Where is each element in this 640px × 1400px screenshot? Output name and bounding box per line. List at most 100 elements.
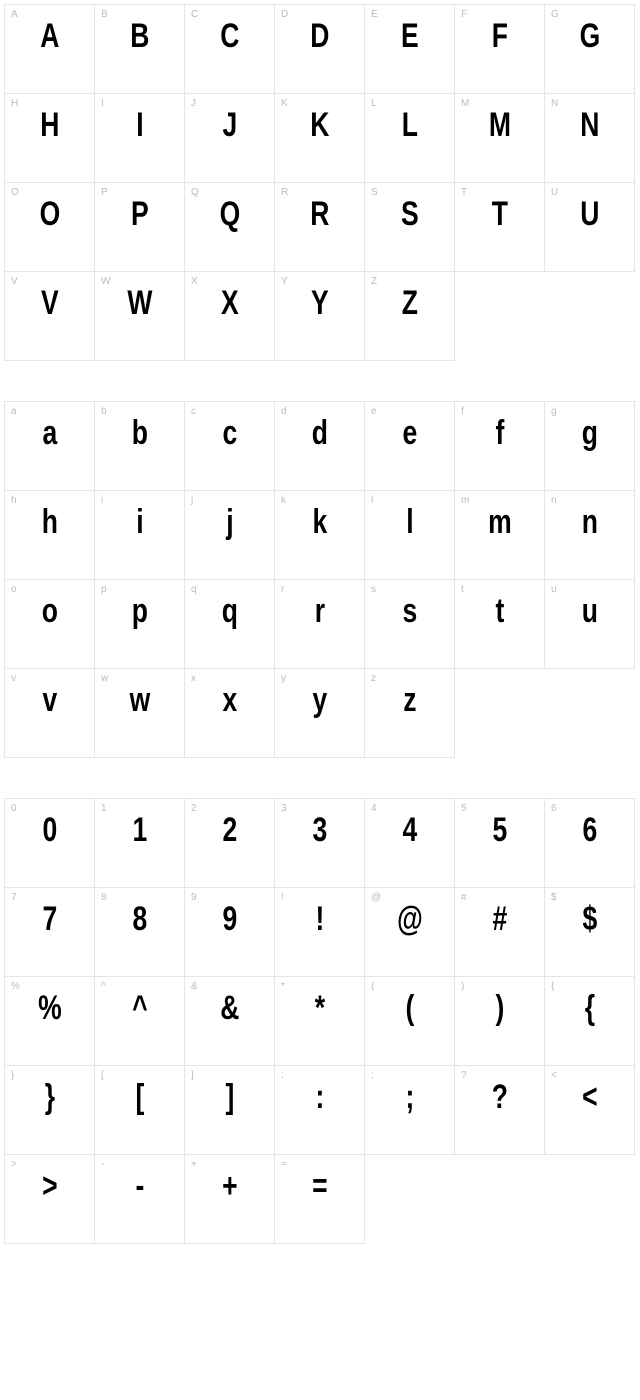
cell-label: : [281,1070,284,1081]
glyph-cell: !! [275,888,365,977]
glyph-cell: jj [185,491,275,580]
glyph-cell: 00 [5,799,95,888]
cell-glyph: - [105,1167,174,1206]
glyph-cell: LL [365,94,455,183]
cell-glyph: z [375,681,444,720]
cell-label: ; [371,1070,374,1081]
glyph-cell: ff [455,402,545,491]
font-character-map: AABBCCDDEEFFGGHHIIJJKKLLMMNNOOPPQQRRSSTT… [0,0,640,1288]
empty-cell [455,669,545,757]
glyph-cell: QQ [185,183,275,272]
cell-glyph: & [195,989,264,1028]
glyph-cell: UU [545,183,635,272]
glyph-cell: bb [95,402,185,491]
cell-glyph: ^ [105,989,174,1028]
glyph-cell: EE [365,5,455,94]
glyph-cell: -- [95,1155,185,1244]
glyph-cell: %% [5,977,95,1066]
cell-glyph: m [465,503,534,542]
cell-glyph: e [375,414,444,453]
cell-glyph: Z [375,284,444,323]
cell-glyph: V [15,284,84,323]
glyph-cell: ll [365,491,455,580]
glyph-cell: vv [5,669,95,758]
cell-glyph: : [285,1078,354,1117]
cell-glyph: D [285,17,354,56]
glyph-grid: AABBCCDDEEFFGGHHIIJJKKLLMMNNOOPPQQRRSSTT… [4,4,636,361]
glyph-cell: >> [5,1155,95,1244]
glyph-cell: ;; [365,1066,455,1155]
cell-glyph: A [15,17,84,56]
glyph-cell: ^^ [95,977,185,1066]
cell-label: l [371,495,373,506]
cell-glyph: x [195,681,264,720]
glyph-cell: TT [455,183,545,272]
glyph-cell: :: [275,1066,365,1155]
glyph-cell: pp [95,580,185,669]
cell-label: I [101,98,104,109]
cell-glyph: ? [465,1078,534,1117]
glyph-cell: OO [5,183,95,272]
glyph-cell: CC [185,5,275,94]
cell-glyph: [ [105,1078,174,1117]
glyph-cell: mm [455,491,545,580]
cell-glyph: p [105,592,174,631]
cell-label: t [461,584,464,595]
cell-glyph: > [15,1167,84,1206]
cell-glyph: l [375,503,444,542]
glyph-cell: KK [275,94,365,183]
cell-glyph: { [555,989,624,1028]
cell-glyph: 7 [15,900,84,939]
glyph-cell: 88 [95,888,185,977]
section-uppercase: AABBCCDDEEFFGGHHIIJJKKLLMMNNOOPPQQRRSSTT… [4,4,636,361]
glyph-cell: XX [185,272,275,361]
glyph-cell: [[ [95,1066,185,1155]
glyph-cell: 66 [545,799,635,888]
cell-glyph: b [105,414,174,453]
glyph-cell: dd [275,402,365,491]
cell-glyph: k [285,503,354,542]
glyph-cell: ]] [185,1066,275,1155]
glyph-cell: ++ [185,1155,275,1244]
cell-glyph: j [195,503,264,542]
glyph-cell: && [185,977,275,1066]
glyph-cell: xx [185,669,275,758]
glyph-cell: ww [95,669,185,758]
cell-glyph: J [195,106,264,145]
cell-glyph: o [15,592,84,631]
cell-glyph: $ [555,900,624,939]
glyph-cell: {{ [545,977,635,1066]
glyph-cell: rr [275,580,365,669]
glyph-cell: 44 [365,799,455,888]
glyph-cell: @@ [365,888,455,977]
cell-glyph: 5 [465,811,534,850]
cell-glyph: T [465,195,534,234]
section-lowercase: aabbccddeeffgghhiijjkkllmmnnooppqqrrsstt… [4,401,636,758]
glyph-cell: 99 [185,888,275,977]
glyph-grid: aabbccddeeffgghhiijjkkllmmnnooppqqrrsstt… [4,401,636,758]
glyph-cell: )) [455,977,545,1066]
cell-glyph: N [555,106,624,145]
cell-glyph: 9 [195,900,264,939]
glyph-cell: 33 [275,799,365,888]
cell-label: ! [281,892,284,903]
glyph-cell: << [545,1066,635,1155]
cell-glyph: 2 [195,811,264,850]
glyph-cell: SS [365,183,455,272]
empty-cell [455,272,545,360]
cell-glyph: P [105,195,174,234]
cell-glyph: a [15,414,84,453]
glyph-cell: NN [545,94,635,183]
cell-glyph: Q [195,195,264,234]
cell-glyph: L [375,106,444,145]
glyph-cell: cc [185,402,275,491]
cell-glyph: 6 [555,811,624,850]
empty-cell [365,1155,455,1243]
glyph-cell: BB [95,5,185,94]
section-numerals-symbols: 00112233445566778899!!@@##$$%%^^&&**(())… [4,798,636,1244]
glyph-cell: }} [5,1066,95,1155]
cell-label: ] [191,1070,194,1081]
cell-glyph: # [465,900,534,939]
cell-glyph: n [555,503,624,542]
glyph-cell: zz [365,669,455,758]
